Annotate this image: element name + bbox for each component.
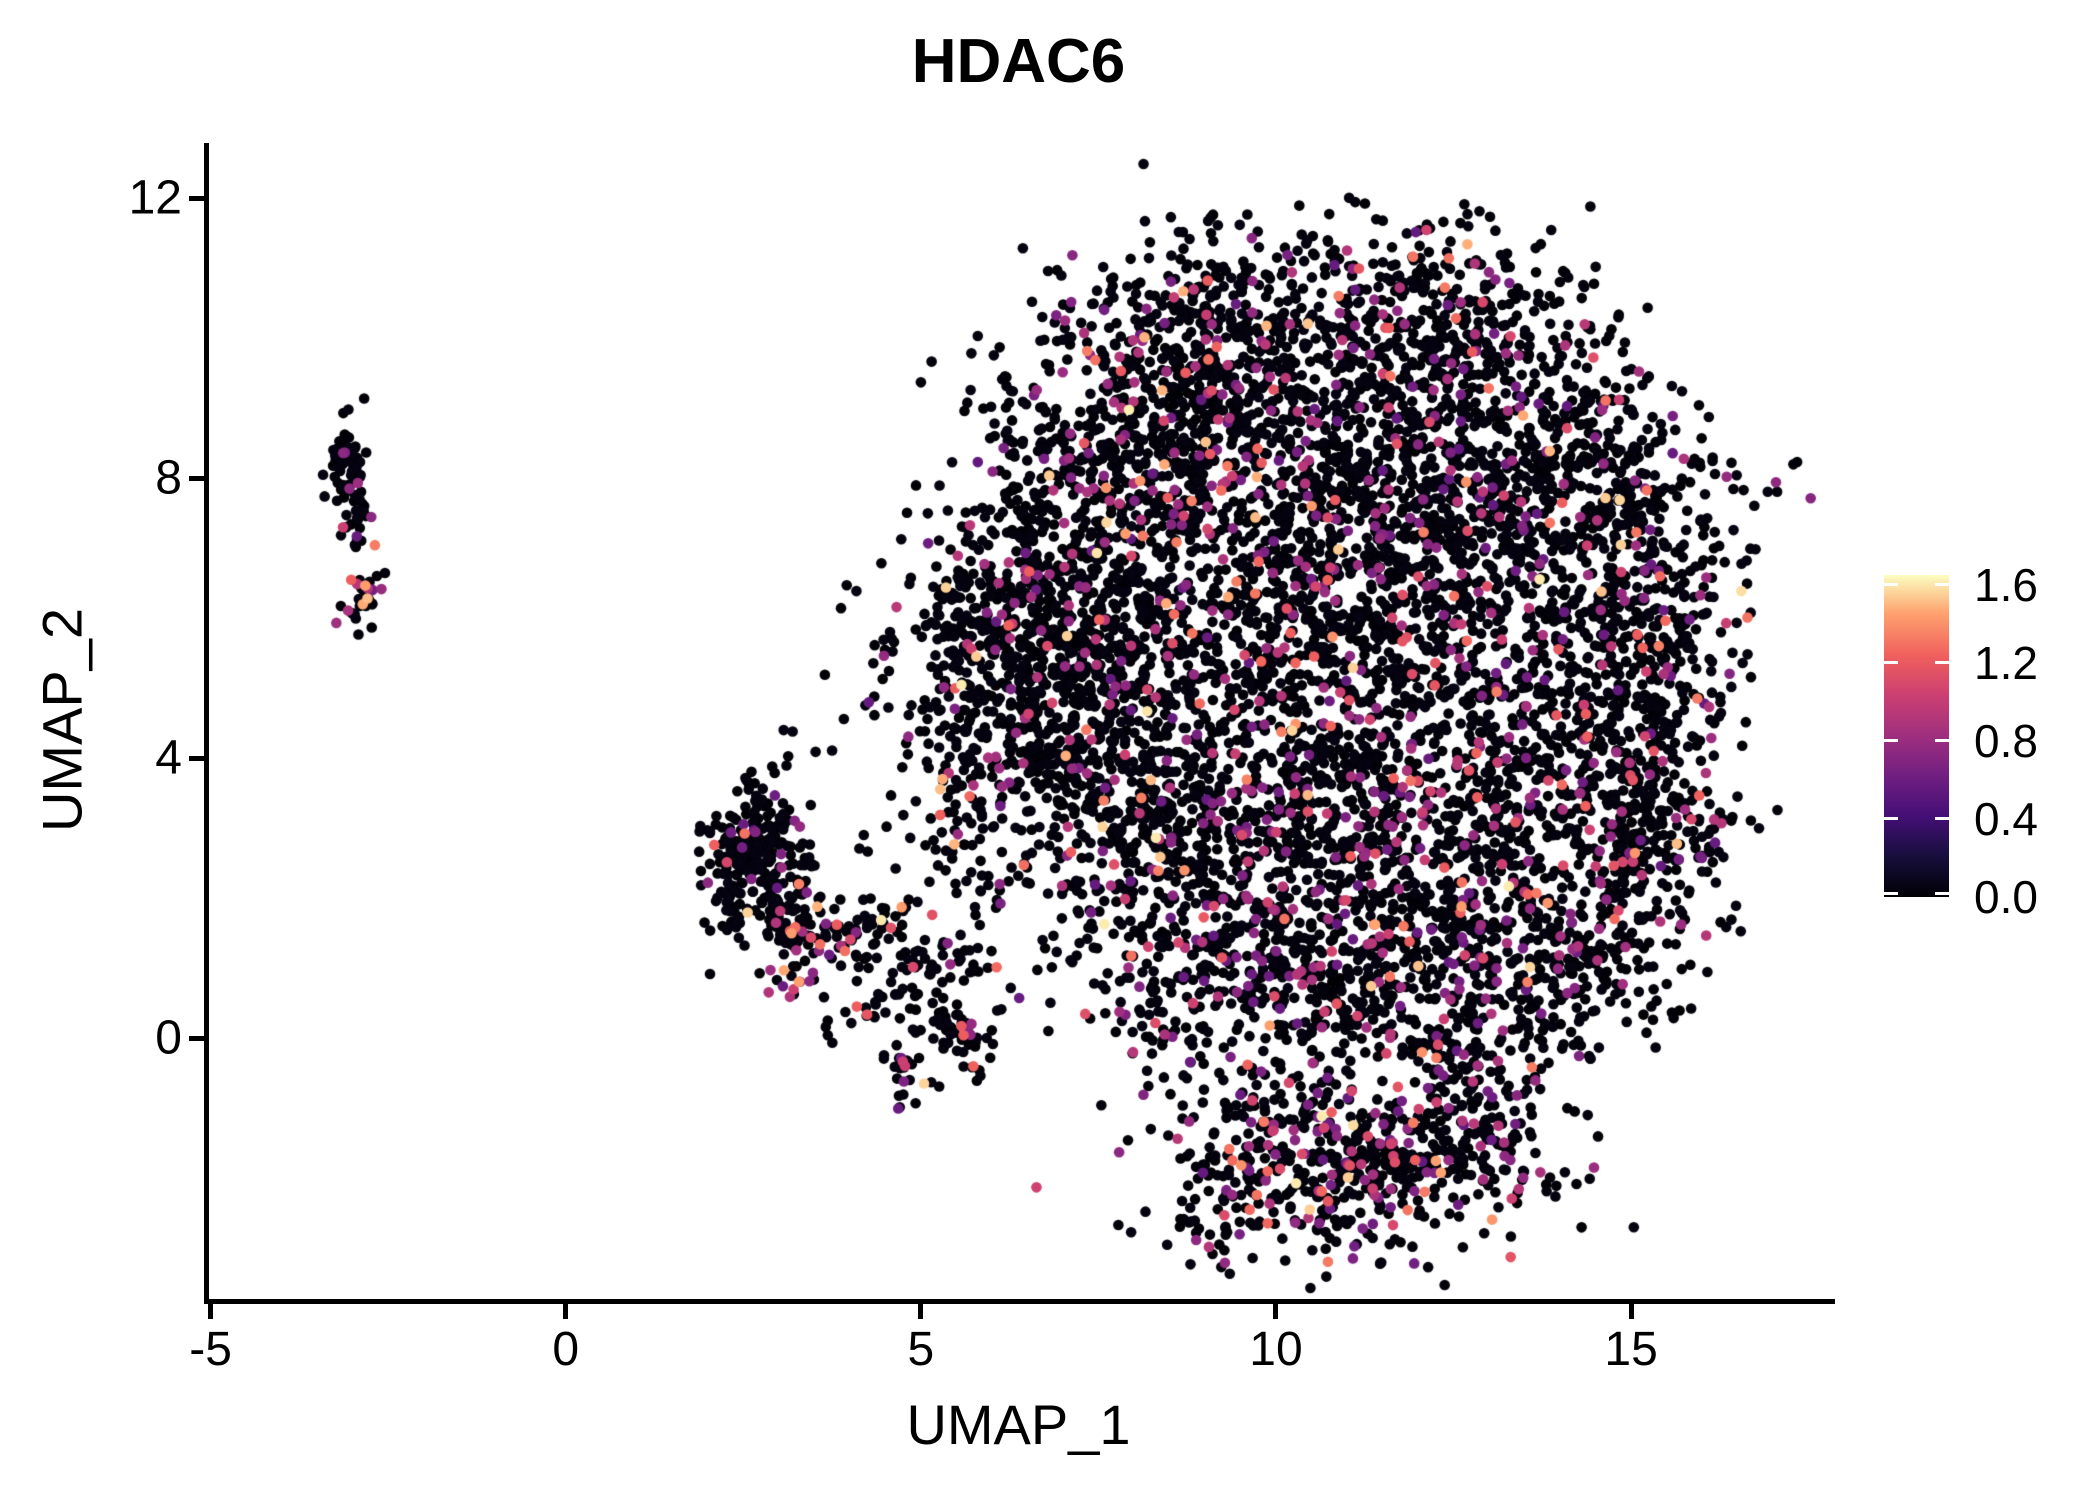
colorbar-tick-mark <box>1935 739 1949 743</box>
plot-title: HDAC6 <box>911 27 1126 96</box>
y-tick-label: 4 <box>155 731 182 785</box>
colorbar-tick-mark <box>1884 817 1898 821</box>
colorbar-tick-mark <box>1884 892 1898 895</box>
y-tick-label: 8 <box>155 451 182 505</box>
x-tick-label: 5 <box>907 1323 935 1376</box>
colorbar-tick-mark <box>1935 817 1949 821</box>
y-tick-mark <box>189 195 204 201</box>
colorbar-tick-mark <box>1884 583 1898 587</box>
x-tick-label: -5 <box>189 1323 232 1376</box>
x-tick-label: 10 <box>1249 1323 1303 1376</box>
colorbar-tick-label: 0.4 <box>1974 792 2038 845</box>
colorbar-tick-label: 0.8 <box>1974 714 2038 767</box>
x-axis-line <box>204 1299 1835 1304</box>
y-tick-mark <box>189 475 204 481</box>
x-tick-mark <box>1628 1304 1634 1319</box>
colorbar-tick-label: 1.2 <box>1974 636 2038 689</box>
x-tick-mark <box>563 1304 569 1319</box>
colorbar-tick-mark <box>1935 892 1949 895</box>
x-tick-mark <box>918 1304 924 1319</box>
x-tick-label: 0 <box>552 1323 580 1376</box>
colorbar-tick-mark <box>1935 661 1949 665</box>
colorbar-tick-label: 0.0 <box>1974 871 2038 923</box>
y-tick-label: 0 <box>155 1011 182 1065</box>
x-tick-mark <box>1273 1304 1279 1319</box>
y-tick-mark <box>189 1035 204 1041</box>
y-axis-title: UMAP_2 <box>30 607 94 833</box>
colorbar-tick-label: 1.6 <box>1974 558 2038 611</box>
colorbar-gradient <box>1884 575 1949 897</box>
y-axis-line <box>204 143 209 1304</box>
colorbar-tick-mark <box>1935 583 1949 587</box>
y-tick-mark <box>189 755 204 761</box>
x-axis-title: UMAP_1 <box>906 1393 1131 1456</box>
y-tick-label: 12 <box>128 171 182 225</box>
colorbar-tick-mark <box>1884 739 1898 743</box>
colorbar-tick-mark <box>1884 661 1898 665</box>
x-tick-mark <box>208 1304 214 1319</box>
x-tick-label: 15 <box>1604 1323 1658 1376</box>
